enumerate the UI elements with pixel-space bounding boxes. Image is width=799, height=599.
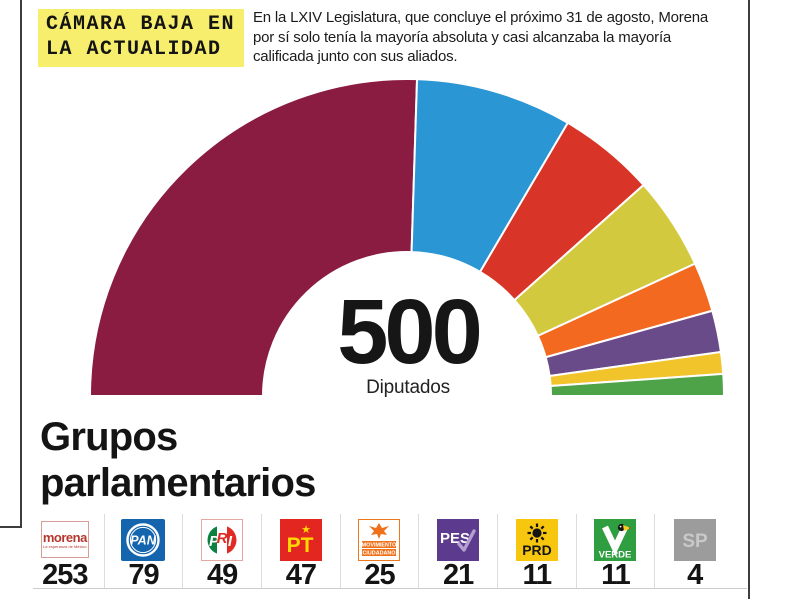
party-prd: PRD 11 [498,514,577,591]
party-pt: ★ PT 47 [262,514,341,591]
left-panel-border [20,0,22,527]
intro-paragraph: En la LXIV Legislatura, que concluye el … [253,9,709,65]
bottom-divider [33,588,747,589]
party-seats-pri: 49 [207,559,238,591]
party-verde: VERDE 11 [577,514,656,591]
party-seats-pt: 47 [285,559,317,591]
section-heading: Grupos parlamentarios [40,415,316,505]
mc-logo-graphic: MOVIMIENTO CIUDADANO [358,518,401,561]
party-morena: morena La esperanza de México 253 [26,514,105,591]
morena-logo: morena La esperanza de México [40,517,89,562]
pes-check-icon [457,528,476,552]
prd-logo: PRD [515,517,558,562]
party-pes: PES 21 [419,514,498,591]
morena-wordmark: morena [42,529,87,545]
pri-letter-r: R [217,530,228,547]
prd-sun-icon [527,523,547,542]
pan-logo: PAN [121,517,166,562]
total-seats-number: 500 [337,281,483,383]
sp-logo: SP [673,517,716,562]
right-panel-border [748,0,750,599]
sp-wordmark: SP [682,531,708,552]
prd-wordmark: PRD [522,542,552,558]
parliament-arc-chart [88,78,726,397]
pes-wordmark: PES [440,530,470,547]
party-mc: MOVIMIENTO CIUDADANO 25 [341,514,420,591]
pt-logo: ★ PT [279,517,322,562]
prd-logo-graphic: PRD [515,518,558,561]
party-pri: P R I 49 [183,514,262,591]
chart-center-label: 500 Diputados [327,281,489,399]
party-pan: PAN 79 [105,514,184,591]
arc-segment-verde [549,372,726,397]
verde-v-mark [602,525,629,556]
arc-segment-pan [410,78,570,274]
left-panel-border-tick [0,526,22,528]
mc-logo: MOVIMIENTO CIUDADANO [358,517,401,562]
page-title: CÁMARA BAJA EN LA ACTUALIDAD [38,9,244,67]
pt-logo-graphic: ★ PT [279,518,322,561]
sp-logo-graphic: SP [673,518,716,561]
total-seats-sublabel: Diputados [366,377,450,398]
page-title-line2: LA ACTUALIDAD [46,38,222,61]
party-seats-prd: 11 [522,559,552,591]
morena-logo-box: morena La esperanza de México [40,521,89,558]
pri-letter-i: I [228,533,233,550]
party-seats-sp: 4 [687,559,703,591]
party-seats-pan: 79 [128,559,159,591]
mc-wordmark-line2: CIUDADANO [363,550,396,556]
pes-logo-graphic: PES [437,518,480,561]
verde-toucan-icon [618,523,632,531]
pri-letter-p: P [209,533,220,550]
arc-segment-morena [88,78,419,397]
pri-logo: P R I [201,517,244,562]
verde-logo-graphic: VERDE [594,518,637,561]
pt-star-icon: ★ [301,523,311,536]
mc-wordmark-line1: MOVIMIENTO [362,542,397,548]
mc-eagle-icon [369,522,390,539]
party-seats-pes: 21 [443,559,474,591]
verde-wordmark: VERDE [599,549,632,560]
pes-logo: PES [437,517,480,562]
party-seats-verde: 11 [601,559,631,591]
pan-wordmark: PAN [131,533,157,547]
pan-logo-graphic: PAN [121,518,166,561]
morena-tagline: La esperanza de México [43,543,87,549]
pri-logo-graphic: P R I [201,518,244,561]
party-sp: SP 4 [655,514,734,591]
party-seats-mc: 25 [364,559,395,591]
pt-wordmark: PT [286,534,313,557]
page-title-line1: CÁMARA BAJA EN [46,13,236,36]
parties-legend-row: morena La esperanza de México 253 PAN 79 [26,514,734,591]
verde-logo: VERDE [594,517,637,562]
party-seats-morena: 253 [42,559,88,591]
